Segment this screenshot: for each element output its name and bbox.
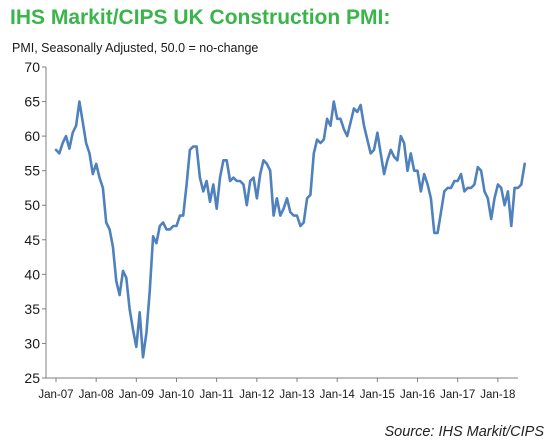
y-tick-label: 30 [24, 335, 40, 351]
y-tick-label: 45 [24, 232, 40, 248]
x-tick-label: Jan-14 [320, 389, 356, 401]
y-tick-label: 40 [24, 266, 40, 282]
x-tick-label: Jan-08 [79, 389, 114, 401]
series-line-0 [54, 100, 527, 359]
chart-subtitle: PMI, Seasonally Adjusted, 50.0 = no-chan… [12, 41, 259, 55]
x-tick-label: Jan-18 [480, 389, 515, 401]
y-tick-label: 55 [24, 163, 40, 179]
x-tick-label: Jan-09 [119, 389, 154, 401]
y-tick-label: 60 [24, 128, 40, 144]
x-tick-label: Jan-11 [200, 389, 234, 401]
x-tick-label: Jan-12 [239, 389, 274, 401]
y-tick-labels: 25 30 35 40 45 50 55 60 65 70 [24, 59, 40, 386]
chart-title: IHS Markit/CIPS UK Construction PMI: [10, 6, 391, 29]
x-tick-label: Jan-16 [400, 389, 435, 401]
x-tick-label: Jan-07 [38, 389, 73, 401]
source-note: Source: IHS Markit/CIPS [384, 424, 544, 440]
chart-axes [42, 66, 518, 382]
y-tick-label: 50 [24, 197, 40, 213]
x-tick-labels: Jan-07 Jan-08 Jan-09 Jan-10 Jan-11 Jan-12 Jan-… [38, 389, 515, 401]
y-tick-label: 35 [24, 301, 40, 317]
x-tick-label: Jan-10 [159, 389, 194, 401]
y-tick-label: 65 [24, 94, 40, 110]
x-tick-label: Jan-17 [440, 389, 475, 401]
y-tick-label: 25 [24, 370, 40, 386]
x-tick-label: Jan-13 [279, 389, 314, 401]
x-tick-label: Jan-15 [360, 389, 395, 401]
series-group [54, 100, 527, 359]
y-tick-label: 70 [24, 59, 40, 75]
